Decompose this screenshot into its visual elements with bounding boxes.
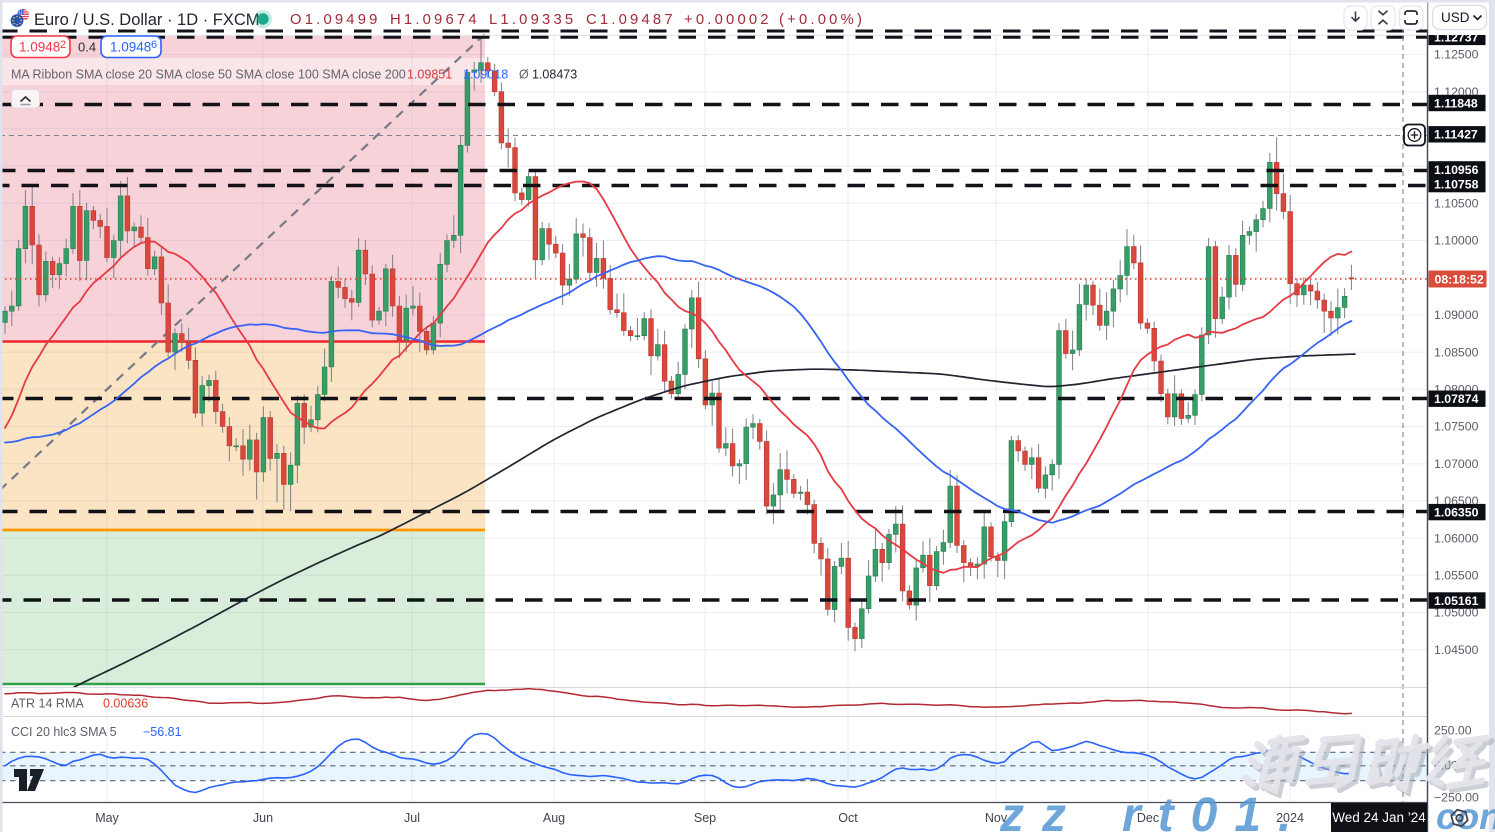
svg-text:Oct: Oct [838, 811, 858, 825]
svg-text:+0.00002 (+0.00%): +0.00002 (+0.00%) [684, 12, 865, 28]
svg-text:Wed 24 Jan ’24: Wed 24 Jan ’24 [1332, 810, 1426, 825]
svg-text:Sep: Sep [694, 811, 716, 825]
svg-text:USD: USD [1441, 10, 1470, 25]
svg-text:1.0948: 1.0948 [19, 40, 60, 55]
svg-text:1.11848: 1.11848 [1434, 96, 1478, 110]
svg-text:0.4: 0.4 [78, 40, 96, 55]
svg-text:1.09018: 1.09018 [463, 68, 508, 82]
svg-text:1.06000: 1.06000 [1434, 531, 1479, 545]
svg-text:Nov: Nov [985, 811, 1008, 825]
svg-text:C1.09487: C1.09487 [586, 12, 676, 28]
svg-text:250.00: 250.00 [1434, 724, 1472, 738]
svg-text:2024: 2024 [1276, 811, 1304, 825]
svg-text:1.08500: 1.08500 [1434, 345, 1479, 359]
svg-text:08:18:52: 08:18:52 [1435, 273, 1484, 287]
svg-text:CCI 20 hlc3 SMA 5: CCI 20 hlc3 SMA 5 [11, 725, 117, 739]
svg-text:1.09000: 1.09000 [1434, 308, 1479, 322]
svg-text:1.0948: 1.0948 [110, 40, 151, 55]
svg-text:1.07500: 1.07500 [1434, 420, 1479, 434]
svg-text:O1.09499: O1.09499 [290, 12, 381, 28]
svg-text:1.10000: 1.10000 [1434, 234, 1479, 248]
svg-text:1.07000: 1.07000 [1434, 457, 1479, 471]
svg-text:MA Ribbon SMA close 20 SMA clo: MA Ribbon SMA close 20 SMA close 50 SMA … [11, 68, 406, 82]
svg-text:1.07874: 1.07874 [1434, 392, 1479, 406]
svg-text:Dec: Dec [1137, 811, 1159, 825]
svg-text:H1.09674: H1.09674 [390, 12, 480, 28]
svg-text:rt01.: rt01. [1122, 789, 1308, 832]
svg-text:1.08473: 1.08473 [532, 68, 577, 82]
svg-text:1.04500: 1.04500 [1434, 643, 1479, 657]
svg-text:1.05000: 1.05000 [1434, 606, 1479, 620]
svg-text:1.12500: 1.12500 [1434, 48, 1479, 62]
svg-text:1.06350: 1.06350 [1434, 506, 1479, 520]
svg-text:−56.81: −56.81 [143, 725, 182, 739]
svg-text:−250.00: −250.00 [1434, 791, 1479, 805]
svg-text:ATR 14 RMA: ATR 14 RMA [11, 697, 84, 711]
svg-text:1.09851: 1.09851 [407, 68, 452, 82]
svg-text:Euro / U.S. Dollar · 1D · FXCM: Euro / U.S. Dollar · 1D · FXCM [34, 11, 260, 29]
svg-text:1.11427: 1.11427 [1434, 128, 1478, 142]
svg-text:1.10500: 1.10500 [1434, 197, 1479, 211]
svg-text:Jul: Jul [404, 811, 420, 825]
svg-text:L1.09335: L1.09335 [489, 12, 576, 28]
svg-text:1.12737: 1.12737 [1434, 30, 1479, 44]
svg-text:Aug: Aug [543, 811, 565, 825]
svg-text:1.10758: 1.10758 [1434, 178, 1479, 192]
svg-text:2: 2 [60, 39, 66, 51]
svg-text:May: May [95, 811, 119, 825]
svg-text:1.05161: 1.05161 [1434, 594, 1479, 608]
svg-text:Jun: Jun [253, 811, 273, 825]
svg-text:Ø: Ø [519, 68, 529, 82]
svg-text:0.00636: 0.00636 [103, 697, 148, 711]
svg-text:6: 6 [151, 39, 157, 51]
svg-text:1.10956: 1.10956 [1434, 163, 1479, 177]
svg-text:zz: zz [999, 789, 1084, 832]
svg-text:1.05500: 1.05500 [1434, 569, 1479, 583]
